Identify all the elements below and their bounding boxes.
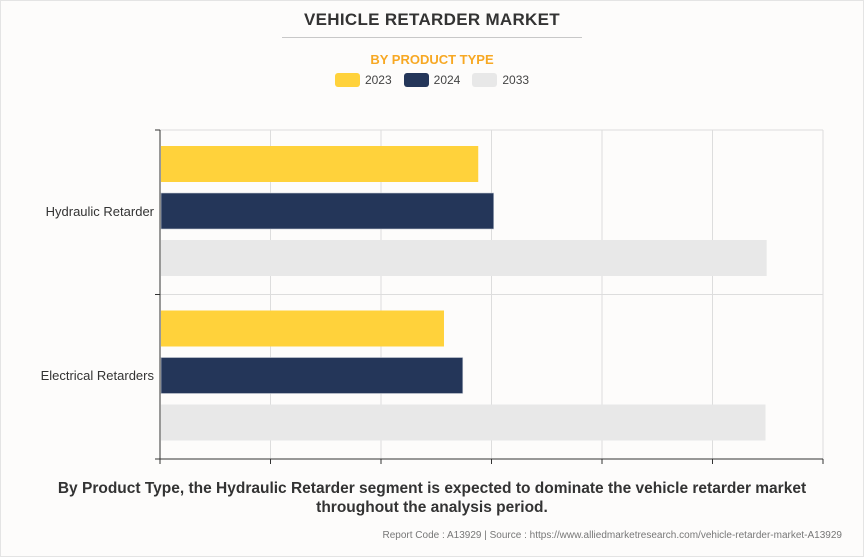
legend-item-2024[interactable]: 2024 bbox=[403, 73, 461, 87]
legend-item-2033[interactable]: 2033 bbox=[472, 73, 529, 87]
title-divider bbox=[282, 37, 582, 38]
legend-label-2023: 2023 bbox=[364, 73, 392, 87]
bar-hydraulic-retarder-2033 bbox=[161, 240, 767, 276]
legend-item-2023[interactable]: 2023 bbox=[334, 73, 392, 87]
source-footer: Report Code : A13929 | Source : https://… bbox=[382, 530, 842, 541]
legend-swatch-2023 bbox=[334, 73, 360, 87]
legend-label-2024: 2024 bbox=[433, 73, 461, 87]
chart-title: VEHICLE RETARDER MARKET bbox=[304, 10, 560, 29]
bar-electrical-retarders-2023 bbox=[161, 310, 444, 347]
bar-electrical-retarders-2024 bbox=[160, 357, 464, 394]
category-label-hydraulic-retarder: Hydraulic Retarder bbox=[46, 204, 155, 219]
bar-chart: Hydraulic Retarder Electrical Retarders bbox=[41, 129, 824, 464]
legend-swatch-2024 bbox=[403, 73, 429, 87]
bar-hydraulic-retarder-2024 bbox=[160, 192, 495, 230]
chart-subtitle: BY PRODUCT TYPE bbox=[370, 52, 494, 67]
legend: 2023 2024 2033 bbox=[0, 73, 864, 87]
bar-hydraulic-retarder-2023 bbox=[161, 146, 479, 182]
legend-swatch-2033 bbox=[472, 73, 498, 87]
legend-label-2033: 2033 bbox=[502, 73, 530, 87]
category-label-electrical-retarders: Electrical Retarders bbox=[41, 368, 155, 383]
bar-electrical-retarders-2033 bbox=[161, 404, 766, 441]
chart-caption: By Product Type, the Hydraulic Retarder … bbox=[57, 480, 807, 516]
